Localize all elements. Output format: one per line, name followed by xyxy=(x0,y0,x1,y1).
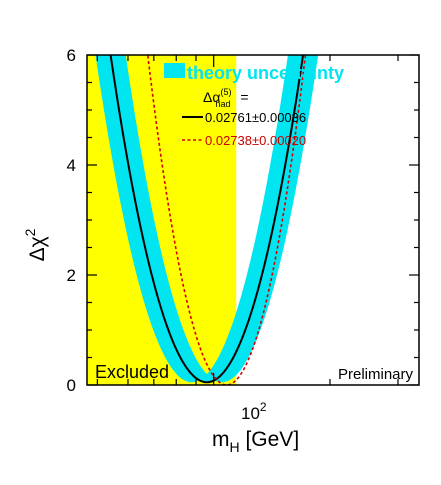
y-tick-label: 2 xyxy=(67,266,76,285)
legend-header: Δα(5) had = xyxy=(203,87,249,109)
legend-entry-solid: 0.02761±0.00036 xyxy=(205,110,306,125)
y-tick-label: 0 xyxy=(67,376,76,395)
theory-uncertainty-band xyxy=(95,55,319,383)
y-tick-label: 4 xyxy=(67,156,76,175)
legend-band-label: theory uncertainty xyxy=(187,63,344,83)
excluded-label: Excluded xyxy=(95,362,169,382)
x-axis-title: mH [GeV] xyxy=(212,428,299,455)
y-tick-label: 6 xyxy=(67,46,76,65)
series-line-dashed xyxy=(146,55,307,385)
preliminary-label: Preliminary xyxy=(338,366,414,383)
legend-entry-dashed: 0.02738±0.00020 xyxy=(205,133,306,148)
y-axis-title: Δχ2 xyxy=(22,228,49,261)
legend-band-swatch xyxy=(164,63,185,78)
axis-ticks xyxy=(87,54,419,386)
series-line-solid xyxy=(109,55,305,384)
x-tick-label: 102 xyxy=(241,400,267,423)
legend: theory uncertainty Δα(5) had = 0.02761±0.… xyxy=(164,63,344,148)
